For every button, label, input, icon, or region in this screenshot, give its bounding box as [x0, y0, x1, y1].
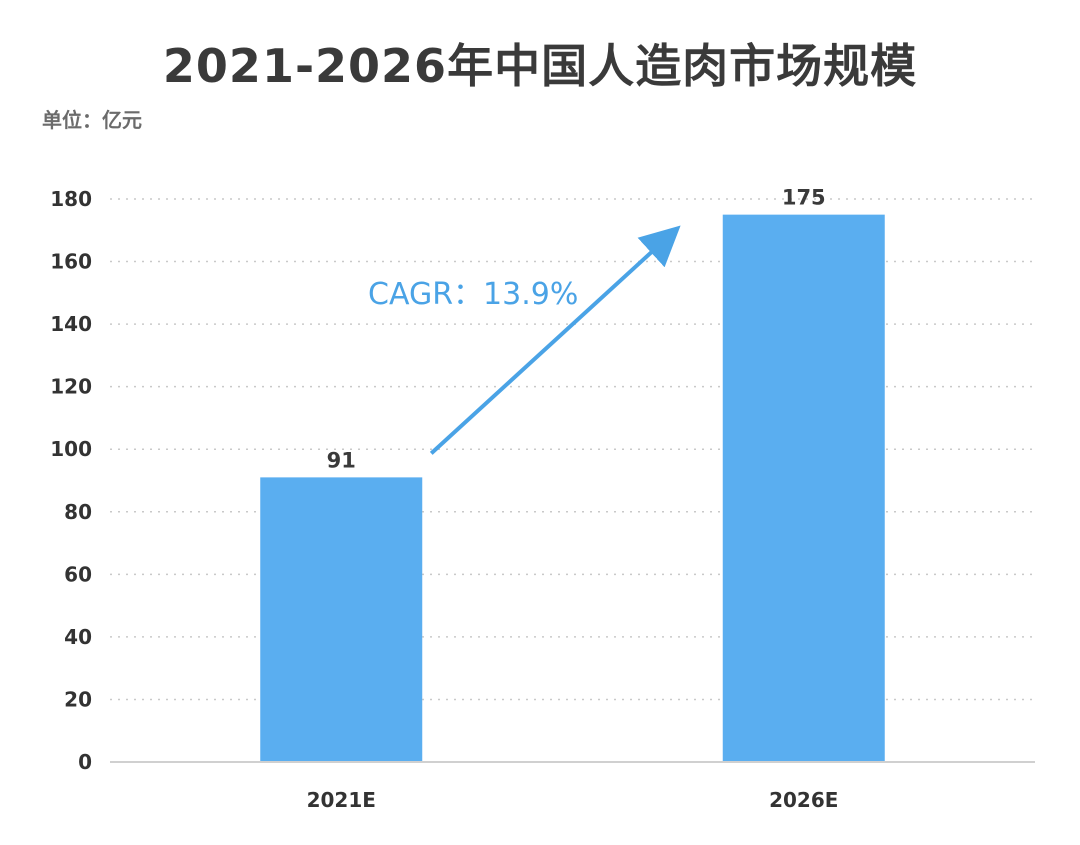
y-tick-label: 100: [50, 437, 92, 461]
y-tick-label: 160: [50, 250, 92, 274]
chart-title: 2021-2026年中国人造肉市场规模: [162, 39, 918, 93]
y-tick-label: 120: [50, 375, 92, 399]
x-category-label: 2021E: [307, 788, 376, 812]
bar: [722, 214, 885, 762]
cagr-label: CAGR：13.9%: [368, 277, 578, 312]
unit-label: 单位：亿元: [42, 108, 142, 132]
data-label: 91: [327, 448, 356, 472]
y-tick-label: 80: [64, 500, 92, 524]
y-tick-label: 60: [64, 562, 92, 586]
y-tick-label: 40: [64, 625, 92, 649]
bars: [260, 214, 885, 762]
cagr-arrow: [429, 225, 681, 455]
x-category-label: 2026E: [769, 788, 838, 812]
bar: [260, 477, 423, 762]
y-tick-label: 20: [64, 687, 92, 711]
data-labels: 91 175: [327, 186, 826, 473]
data-label: 175: [782, 186, 826, 210]
x-axis-categories: 2021E 2026E: [307, 788, 839, 812]
y-tick-label: 0: [78, 750, 92, 774]
gridlines: [110, 198, 1035, 701]
y-tick-label: 140: [50, 312, 92, 336]
y-axis-ticks: 0 20 40 60 80 100 120 140 160 180: [50, 187, 92, 774]
cagr-annotation: CAGR：13.9%: [368, 225, 681, 455]
y-tick-label: 180: [50, 187, 92, 211]
